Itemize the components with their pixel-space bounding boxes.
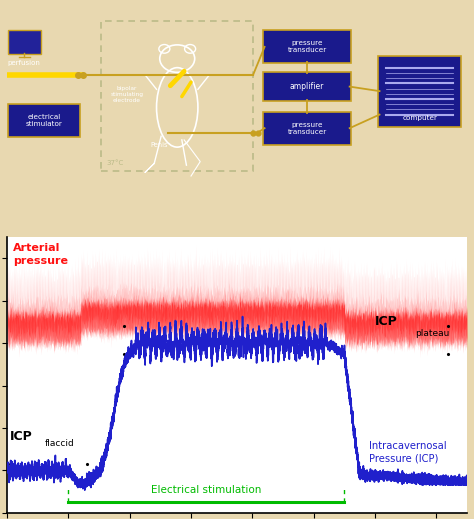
Text: electrical
stimulator: electrical stimulator (26, 114, 62, 128)
FancyBboxPatch shape (8, 104, 80, 138)
Text: ICP: ICP (375, 315, 398, 328)
Text: perfusion: perfusion (8, 60, 41, 66)
Text: pressure
transducer: pressure transducer (288, 121, 327, 134)
Text: pressure
transducer: pressure transducer (288, 40, 327, 53)
FancyBboxPatch shape (263, 112, 351, 145)
FancyBboxPatch shape (378, 56, 461, 127)
Text: flaccid: flaccid (45, 439, 75, 448)
Text: Penis: Penis (150, 142, 168, 148)
FancyBboxPatch shape (8, 31, 41, 54)
Text: Pressure (ICP): Pressure (ICP) (369, 454, 438, 463)
FancyBboxPatch shape (263, 72, 351, 101)
Text: amplifier: amplifier (290, 82, 324, 91)
Text: ICP: ICP (10, 430, 33, 443)
Text: pressure: pressure (13, 256, 68, 266)
FancyBboxPatch shape (263, 31, 351, 63)
Text: plateau: plateau (415, 329, 449, 338)
Text: Arterial: Arterial (13, 243, 61, 253)
Text: 37°C: 37°C (106, 160, 123, 166)
Text: bipolar
stimulating
electrode: bipolar stimulating electrode (110, 87, 143, 103)
Text: Electrical stimulation: Electrical stimulation (151, 485, 262, 495)
Text: computer: computer (402, 115, 437, 121)
Text: Intracavernosal: Intracavernosal (369, 441, 447, 450)
